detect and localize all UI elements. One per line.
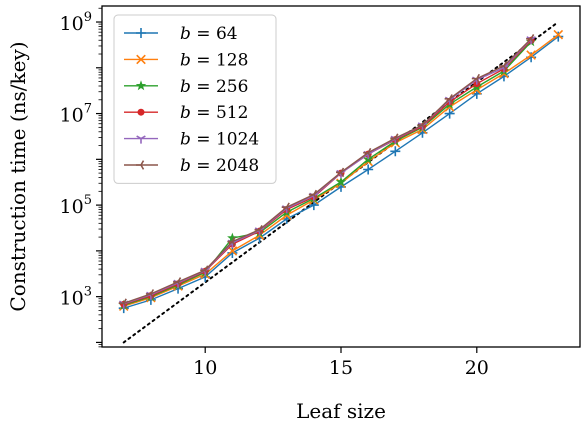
x-axis-ticks: 10 15 20 bbox=[193, 347, 489, 379]
data-point bbox=[308, 189, 318, 200]
legend-marker bbox=[137, 108, 145, 116]
x-tick-label: 15 bbox=[329, 357, 353, 379]
y-tick-label: 103 bbox=[60, 285, 92, 310]
data-point bbox=[363, 147, 372, 158]
series-line bbox=[123, 41, 532, 306]
data-point bbox=[553, 29, 564, 40]
data-point bbox=[526, 34, 535, 44]
legend-marker bbox=[136, 135, 146, 144]
legend-entry: b = 1024 bbox=[124, 130, 259, 150]
legend-marker bbox=[136, 28, 146, 38]
series-group bbox=[118, 29, 564, 314]
legend-entry: b = 512 bbox=[124, 103, 248, 123]
data-point bbox=[227, 246, 238, 256]
series-5 bbox=[118, 34, 535, 308]
data-point bbox=[498, 61, 508, 71]
y-tick-label: 105 bbox=[60, 193, 92, 218]
data-point bbox=[227, 232, 238, 243]
legend-marker bbox=[135, 80, 147, 91]
data-point bbox=[390, 133, 399, 143]
data-point bbox=[173, 277, 182, 287]
data-point bbox=[363, 164, 374, 175]
legend-marker bbox=[136, 54, 146, 65]
legend-entry: b = 2048 bbox=[124, 156, 259, 176]
data-point bbox=[444, 94, 453, 104]
legend-label: b = 512 bbox=[180, 103, 248, 123]
data-point bbox=[471, 73, 480, 84]
legend-label: b = 1024 bbox=[180, 130, 259, 150]
x-axis-label: Leaf size bbox=[296, 399, 386, 423]
y-axis-label: Construction time (ns/key) bbox=[6, 41, 30, 311]
data-point bbox=[444, 108, 455, 119]
data-point bbox=[336, 167, 345, 178]
data-point bbox=[308, 200, 319, 211]
data-point bbox=[335, 176, 347, 187]
legend-entry: b = 128 bbox=[124, 50, 248, 70]
x-tick-label: 20 bbox=[465, 357, 489, 379]
data-point bbox=[118, 298, 127, 308]
y-axis-ticks: 103 105 107 109 bbox=[60, 7, 102, 348]
data-point bbox=[390, 146, 401, 157]
legend-box bbox=[113, 14, 277, 184]
series-line bbox=[123, 38, 532, 304]
x-tick-label: 10 bbox=[193, 357, 217, 379]
data-point bbox=[281, 202, 290, 212]
legend-marker bbox=[136, 160, 145, 170]
legend-label: b = 256 bbox=[180, 77, 248, 97]
legend-label: b = 128 bbox=[180, 50, 248, 70]
y-tick-label: 109 bbox=[60, 10, 92, 35]
legend-label: b = 2048 bbox=[180, 156, 259, 176]
legend-entry: b = 64 bbox=[124, 24, 238, 44]
legend: b = 64 b = 128 b = 256 b = 512 b = 1024 b = 2… bbox=[113, 14, 277, 184]
data-point bbox=[227, 236, 236, 247]
data-point bbox=[526, 50, 536, 60]
legend-entry: b = 256 bbox=[124, 77, 248, 97]
legend-label: b = 64 bbox=[180, 24, 238, 44]
y-tick-label: 107 bbox=[60, 102, 92, 127]
data-point bbox=[145, 289, 155, 299]
data-point bbox=[417, 120, 426, 130]
data-point bbox=[254, 224, 263, 235]
data-point bbox=[200, 265, 209, 275]
